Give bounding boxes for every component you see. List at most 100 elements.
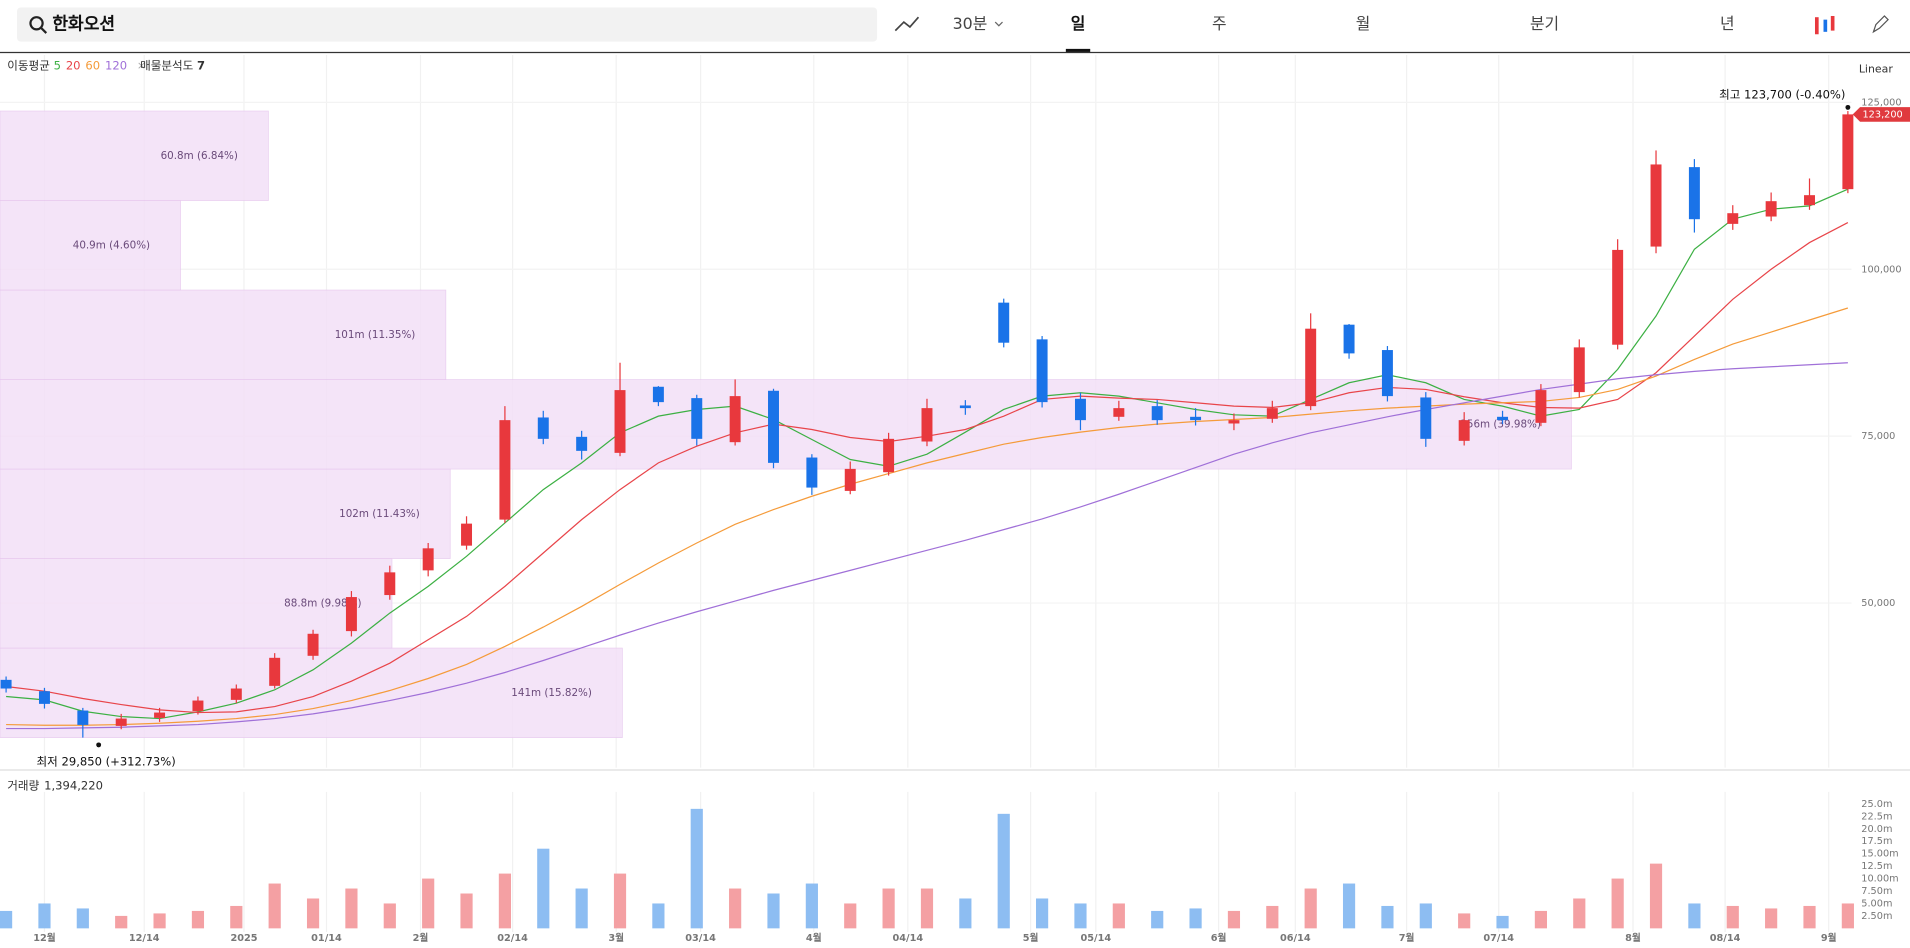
high-annotation: 최고 123,700 (-0.40%): [1719, 88, 1845, 102]
volume-bar: [997, 813, 1010, 929]
x-tick-label: 6월: [1211, 932, 1227, 944]
candle-body: [768, 390, 779, 463]
y-tick-label: 2.50m: [1861, 911, 1892, 922]
volume-bar: [575, 888, 588, 929]
candle-body: [537, 417, 549, 439]
candle-body: [38, 691, 50, 704]
candle-body: [1305, 328, 1317, 407]
candle-body: [959, 405, 971, 409]
volume-profile-label: 40.9m (4.60%): [73, 239, 150, 251]
candle-body: [1266, 408, 1278, 419]
candle-body: [1458, 420, 1470, 441]
search-text: 한화오션: [52, 15, 115, 35]
y-tick-label: 15.00m: [1861, 849, 1898, 860]
legend-title: 거래량: [7, 778, 39, 792]
x-tick-label: 5월: [1023, 932, 1039, 944]
y-tick-label: 50,000: [1861, 598, 1895, 609]
volume-bar: [1649, 863, 1663, 929]
low-annotation: 최저 29,850 (+312.73%): [37, 754, 176, 768]
candle-body: [422, 548, 434, 571]
volume-bar: [537, 848, 550, 929]
price-tag-label: 123,200: [1862, 109, 1902, 120]
volume-profile-bar: [0, 200, 181, 291]
candle-body: [1036, 339, 1048, 403]
interval-select[interactable]: 30분: [953, 14, 988, 33]
x-tick-label: 08/14: [1710, 933, 1741, 944]
volume-bar: [1112, 903, 1125, 929]
volume-profile-label: 356m (39.98%): [1460, 418, 1541, 430]
period-tab[interactable]: 분기: [1530, 14, 1559, 33]
volume-bar: [729, 888, 742, 929]
y-tick-label: 20.0m: [1861, 824, 1892, 835]
volume-bar: [1342, 883, 1356, 929]
x-tick-label: 02/14: [497, 933, 528, 944]
x-tick-label: 05/14: [1080, 933, 1111, 944]
volume-bar: [383, 903, 396, 929]
search-box[interactable]: [17, 7, 878, 42]
candle-body: [1497, 416, 1509, 421]
volume-bar: [1496, 915, 1509, 929]
volume-profile-label: 102m (11.43%): [339, 508, 420, 520]
candle-body: [806, 457, 818, 488]
x-tick-label: 03/14: [685, 933, 716, 944]
volume-bar: [767, 893, 780, 929]
period-tab[interactable]: 주: [1212, 14, 1227, 33]
candle-body: [1190, 416, 1202, 421]
volume-bar: [0, 910, 13, 929]
volume-bar: [1151, 910, 1164, 929]
chart-type-icon[interactable]: [1814, 17, 1819, 35]
legend-close: ×: [137, 59, 146, 72]
candle-body: [652, 386, 664, 403]
candle-body: [154, 712, 166, 718]
volume-bar: [1381, 905, 1394, 929]
volume-profile-label: 101m (11.35%): [335, 329, 416, 341]
period-tab[interactable]: 월: [1356, 14, 1371, 33]
x-tick-label: 8월: [1625, 932, 1641, 944]
volume-bar: [1458, 913, 1471, 929]
volume-bar: [268, 883, 281, 929]
x-tick-label: 01/14: [311, 933, 342, 944]
indicator-icon[interactable]: [894, 16, 920, 32]
period-tab[interactable]: 년: [1720, 14, 1735, 33]
chart-type-icon[interactable]: [1830, 15, 1835, 31]
candle-body: [1650, 164, 1662, 247]
low-marker: [96, 742, 102, 748]
x-tick-label: 9월: [1821, 932, 1837, 944]
volume-bar: [920, 888, 934, 929]
period-tab[interactable]: 일: [1071, 14, 1086, 33]
candle-body: [1573, 347, 1585, 393]
candle-body: [499, 420, 511, 520]
volume-bar: [652, 903, 665, 929]
y-tick-label: 22.5m: [1861, 811, 1892, 822]
candle-body: [0, 679, 12, 689]
candle-body: [192, 700, 204, 712]
scale-mode[interactable]: Linear: [1859, 63, 1894, 76]
chart-type-icon[interactable]: [1823, 19, 1828, 32]
volume-profile-label: 141m (15.82%): [511, 687, 592, 699]
volume-bar: [959, 898, 972, 929]
x-tick-label: 12월: [33, 932, 56, 944]
volume-bar: [1419, 903, 1432, 929]
legend-value: 7: [197, 58, 205, 72]
volume-profile-bar: [0, 110, 269, 201]
volume-bar: [460, 893, 473, 929]
candle-body: [115, 718, 127, 726]
edit-icon[interactable]: [1872, 15, 1889, 34]
volume-bar: [1036, 898, 1049, 929]
volume-bar: [690, 808, 703, 929]
volume-bar: [1304, 888, 1317, 929]
volume-profile-bar: [0, 468, 451, 559]
volume-profile-bar: [0, 289, 447, 380]
price-tag: [1852, 107, 1910, 122]
y-tick-label: 5.00m: [1861, 898, 1892, 909]
volume-bar: [1266, 905, 1279, 929]
volume-bar: [613, 873, 627, 929]
candle-body: [1688, 167, 1700, 220]
y-tick-label: 75,000: [1861, 431, 1895, 442]
candle-body: [384, 572, 396, 596]
candle-body: [1381, 350, 1393, 397]
x-tick-label: 07/14: [1483, 933, 1514, 944]
legend-entry: 120: [105, 58, 127, 72]
candle-body: [1074, 398, 1086, 421]
